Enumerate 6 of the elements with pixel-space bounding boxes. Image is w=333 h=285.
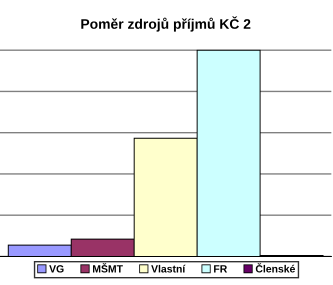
legend-label: MŠMT [93, 263, 123, 273]
legend-label: Členské [256, 263, 295, 273]
legend-label: Vlastní [151, 264, 186, 273]
legend-label: FR [214, 265, 228, 272]
legend-label: VG [49, 265, 64, 273]
chart-title: Poměr zdrojů příjmů KČ 2 [81, 16, 250, 32]
